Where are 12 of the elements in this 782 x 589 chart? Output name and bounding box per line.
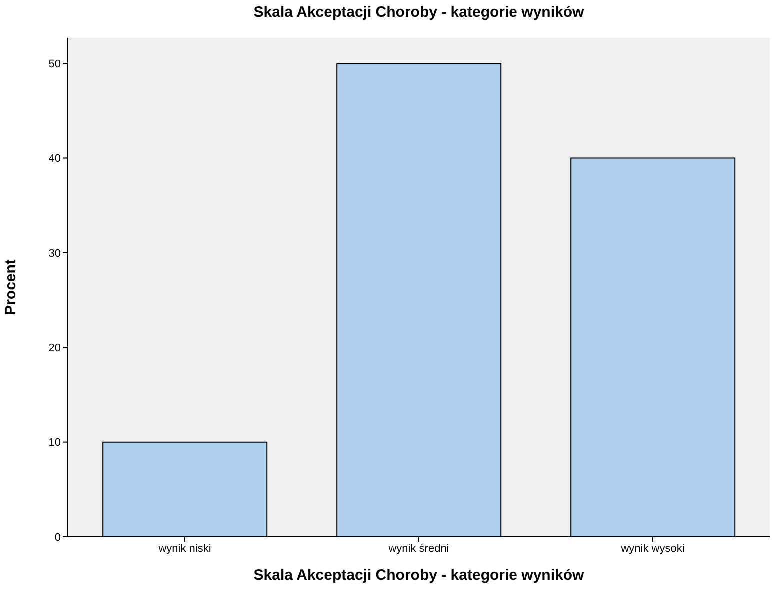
y-tick-label: 10 <box>48 437 61 450</box>
y-tick-label: 30 <box>48 248 61 260</box>
y-axis-title: Procent <box>2 260 20 316</box>
y-tick-label: 0 <box>54 532 61 544</box>
x-tick-label: wynik wysoki <box>620 542 685 555</box>
chart-title: Skala Akceptacji Choroby - kategorie wyników <box>252 4 586 21</box>
y-tick-label: 20 <box>48 342 61 355</box>
y-tick-label: 50 <box>48 58 61 70</box>
y-tick-label: 40 <box>48 153 61 166</box>
x-axis-title: Skala Akceptacji Choroby - kategorie wyników <box>254 567 585 584</box>
x-tick-label: wynik niski <box>158 542 212 555</box>
x-tick-label: wynik średni <box>388 542 450 555</box>
